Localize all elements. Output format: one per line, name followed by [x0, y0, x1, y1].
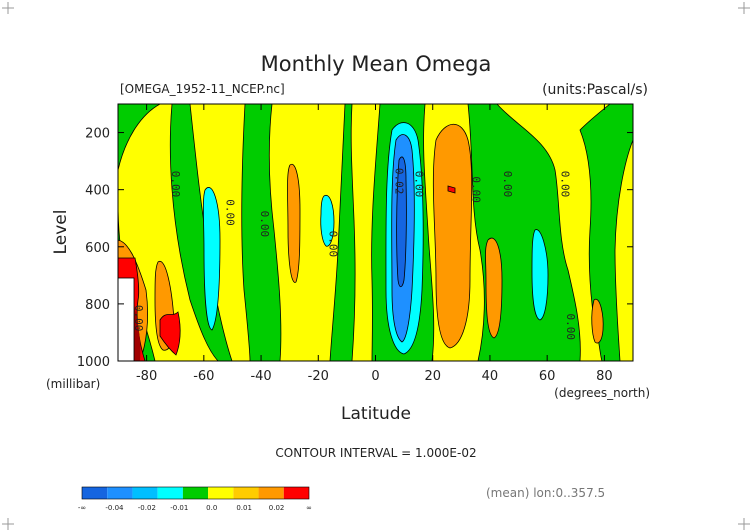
contour-label: 0.02 [392, 168, 405, 195]
file-label: [OMEGA_1952-11_NCEP.nc] [120, 82, 285, 96]
colorbar-label: 0.0 [206, 504, 217, 512]
colorbar-swatch [208, 487, 234, 499]
colorbar-swatch [132, 487, 158, 499]
colorbar-label: 0.02 [269, 504, 285, 512]
region-red-west-inner [159, 311, 181, 356]
region-red-east-small [447, 185, 456, 194]
colorbar-swatch [182, 487, 209, 499]
colorbar-swatch [283, 487, 309, 499]
y-tick-label: 600 [85, 241, 110, 256]
contour-label: 0.00 [258, 211, 271, 238]
region-orange-midwest [287, 163, 301, 283]
contour-label: 0.00 [564, 313, 577, 340]
colorbar-labels: -∞ -0.04 -0.02 -0.01 0.0 0.01 0.02 ∞ [78, 504, 312, 512]
colorbar-swatch [157, 487, 183, 499]
axis-ticks [118, 104, 633, 362]
x-tick-label: 60 [539, 369, 556, 384]
contour-label: 0.00 [470, 176, 483, 203]
x-tick-label: -60 [193, 369, 214, 384]
y-axis-label: Level [51, 210, 71, 255]
region-yellow-center [268, 104, 346, 361]
chart-title: Monthly Mean Omega [261, 52, 492, 76]
x-tick-label: 20 [424, 369, 441, 384]
y-tick-labels: 200 400 600 800 1000 [77, 127, 110, 370]
region-orange-east [432, 123, 473, 349]
y-tick-label: 400 [85, 184, 110, 199]
colorbar-label: ∞ [306, 504, 312, 512]
colorbar-label: -0.04 [105, 504, 124, 512]
averaging-note: (mean) lon:0..357.5 [486, 486, 605, 500]
x-tick-label: -20 [308, 369, 329, 384]
colorbar-swatch [82, 487, 108, 499]
region-orange-far-east [591, 298, 604, 344]
region-green-base [118, 104, 633, 361]
y-tick-label: 200 [85, 127, 110, 142]
contour-label: 0.00 [132, 305, 145, 332]
x-tick-label: 80 [596, 369, 613, 384]
x-axis-label: Latitude [341, 404, 411, 424]
x-tick-label: -80 [136, 369, 157, 384]
x-tick-label: -40 [250, 369, 271, 384]
units-label: (units:Pascal/s) [542, 82, 648, 98]
colorbar [81, 486, 310, 500]
contour-label: 0.00 [501, 171, 514, 198]
colorbar-swatch [258, 487, 284, 499]
colorbar-swatch [107, 487, 133, 499]
x-tick-labels: -80 -60 -40 -20 0 20 40 60 80 [136, 369, 613, 384]
y-axis-units: (millibar) [46, 377, 100, 391]
contour-label: 0.00 [169, 171, 182, 198]
contour-label: 0.00 [558, 171, 571, 198]
missing-data-region [118, 277, 135, 361]
y-tick-label: 1000 [77, 355, 110, 370]
colorbar-label: -0.02 [138, 504, 156, 512]
colorbar-swatch [233, 487, 259, 499]
contour-label: 0.00 [327, 231, 340, 258]
region-cyan-east [531, 229, 549, 321]
region-orange-east-lower [485, 237, 503, 339]
contour-label: 0.00 [412, 171, 425, 198]
contour-labels: 0.00 0.00 0.00 0.00 0.02 0.00 0.00 0.00 0.00 0.00… [132, 168, 577, 340]
contour-interval-note: CONTOUR INTERVAL = 1.000E-02 [275, 446, 476, 460]
contour-field [118, 104, 633, 361]
x-tick-label: 0 [371, 369, 379, 384]
colorbar-label: -0.01 [170, 504, 188, 512]
colorbar-label: -∞ [78, 504, 86, 512]
region-cyan-west [202, 187, 221, 331]
x-axis-units: (degrees_north) [554, 386, 650, 400]
region-blue-equator [396, 156, 407, 288]
y-tick-label: 800 [85, 298, 110, 313]
region-cyan-center [320, 194, 335, 247]
colorbar-frame [81, 486, 310, 500]
contour-label: 0.00 [224, 199, 237, 226]
x-tick-label: 40 [482, 369, 499, 384]
colorbar-label: 0.01 [236, 504, 252, 512]
